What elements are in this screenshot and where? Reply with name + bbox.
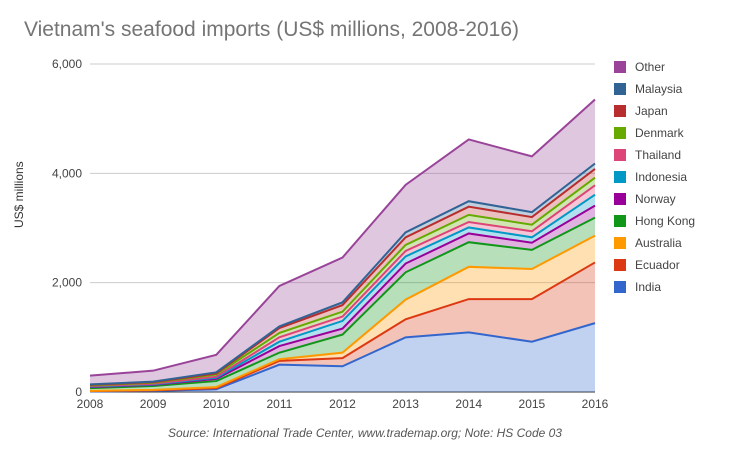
area-australia [90, 235, 595, 392]
area-hong-kong [90, 217, 595, 391]
legend-item-indonesia: Indonesia [614, 166, 695, 188]
legend-label: Ecuador [635, 258, 680, 272]
line-other [89, 98, 596, 377]
legend-label: Australia [635, 236, 682, 250]
legend-item-norway: Norway [614, 188, 695, 210]
legend-item-ecuador: Ecuador [614, 254, 695, 276]
legend-item-japan: Japan [614, 100, 695, 122]
legend-item-denmark: Denmark [614, 122, 695, 144]
legend-item-malaysia: Malaysia [614, 78, 695, 100]
x-tick-label: 2016 [582, 397, 609, 411]
legend-label: India [635, 280, 662, 294]
x-tick-label: 2011 [266, 397, 292, 411]
line-thailand [89, 184, 596, 387]
legend-swatch [614, 149, 626, 161]
legend-swatch [614, 259, 626, 271]
legend-swatch [614, 83, 626, 95]
legend-swatch [614, 105, 626, 117]
x-tick-label: 2008 [77, 397, 104, 411]
legend-label: Denmark [635, 126, 684, 140]
legend-label: Thailand [635, 148, 682, 162]
y-tick-label: 4,000 [52, 166, 82, 180]
area-india [90, 323, 595, 392]
legend-swatch [614, 193, 626, 205]
area-other [90, 99, 595, 385]
legend-label: Japan [635, 104, 668, 118]
legend-swatch [614, 237, 626, 249]
chart-title: Vietnam's seafood imports (US$ millions,… [24, 18, 520, 41]
legend-swatch [614, 127, 626, 139]
legend-label: Indonesia [635, 170, 688, 184]
line-australia [89, 234, 596, 392]
x-tick-label: 2013 [392, 397, 419, 411]
legend-swatch [614, 171, 626, 183]
legend-label: Other [635, 60, 666, 74]
x-tick-label: 2010 [203, 397, 230, 411]
legend-item-other: Other [614, 56, 695, 78]
legend-swatch [614, 281, 626, 293]
legend-item-hong-kong: Hong Kong [614, 210, 695, 232]
line-hong-kong [89, 216, 596, 390]
y-tick-label: 0 [75, 385, 82, 399]
legend-swatch [614, 215, 626, 227]
legend-label: Hong Kong [635, 214, 696, 228]
legend-item-india: India [614, 276, 695, 298]
x-tick-label: 2009 [140, 397, 167, 411]
source-note: Source: International Trade Center, www.… [168, 426, 562, 440]
x-tick-label: 2012 [329, 397, 356, 411]
y-tick-label: 2,000 [52, 276, 82, 290]
legend-label: Malaysia [635, 82, 683, 96]
x-tick-label: 2014 [455, 397, 482, 411]
x-tick-label: 2015 [519, 397, 546, 411]
line-malaysia [89, 162, 596, 386]
legend-item-thailand: Thailand [614, 144, 695, 166]
legend-swatch [614, 61, 626, 73]
legend-label: Norway [635, 192, 676, 206]
y-tick-label: 6,000 [52, 57, 82, 71]
chart-legend: Other Malaysia Japan Denmark Thailand Indones… [614, 56, 695, 298]
legend-item-australia: Australia [614, 232, 695, 254]
